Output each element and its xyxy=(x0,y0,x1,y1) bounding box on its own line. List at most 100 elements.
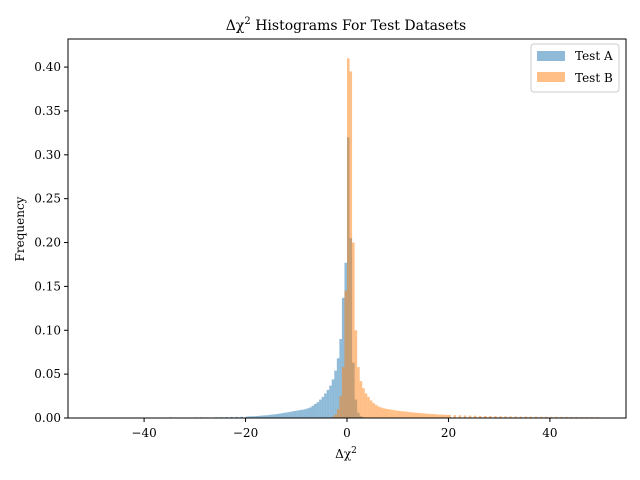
bar-test-a-28 xyxy=(275,413,279,418)
bar-test-b-60 xyxy=(514,416,517,418)
bar-test-a-29 xyxy=(278,413,282,418)
bar-test-a-51 xyxy=(334,370,337,419)
bar-test-a-21 xyxy=(258,415,261,418)
bar-test-b-15 xyxy=(367,396,370,418)
chart-title-suffix: Histograms For Test Datasets xyxy=(251,18,466,34)
bar-test-b-39 xyxy=(428,413,431,418)
bar-test-b-14 xyxy=(364,393,368,418)
x-tick-label-4: 40 xyxy=(542,426,557,440)
bar-test-b-30 xyxy=(405,411,408,418)
legend-swatch-test-b xyxy=(537,72,565,82)
bar-test-b-13 xyxy=(362,388,365,418)
bar-test-b-67 xyxy=(549,416,553,418)
chart-title-prefix: Δχ xyxy=(226,18,245,34)
bar-test-b-54 xyxy=(483,415,487,418)
bar-test-b-58 xyxy=(504,416,507,418)
legend-label-test-b: Test B xyxy=(575,71,613,85)
bar-test-b-41 xyxy=(433,414,436,418)
bar-test-b-25 xyxy=(392,410,396,418)
bar-test-a-19 xyxy=(253,416,256,418)
bar-test-b-52 xyxy=(473,415,477,418)
bar-test-a-45 xyxy=(319,399,322,418)
bar-test-b-63 xyxy=(529,416,533,418)
bar-test-b-44 xyxy=(440,414,444,418)
bar-test-a-15 xyxy=(240,416,244,418)
bar-test-a-34 xyxy=(291,411,294,418)
bar-test-a-17 xyxy=(248,416,251,418)
bar-test-b-27 xyxy=(397,410,401,418)
bar-test-a-20 xyxy=(255,416,259,418)
bar-test-a-38 xyxy=(301,409,304,418)
bar-test-b-5 xyxy=(341,367,345,418)
bar-test-b-53 xyxy=(478,415,482,418)
bar-test-b-7 xyxy=(347,58,350,419)
y-tick-label-7: 0.35 xyxy=(34,104,61,118)
bar-test-b-10 xyxy=(354,330,358,418)
bar-test-b-65 xyxy=(539,416,543,418)
bar-test-a-39 xyxy=(303,409,307,418)
bar-test-a-47 xyxy=(324,393,327,418)
x-tick-label-1: −20 xyxy=(233,426,258,440)
bar-test-b-43 xyxy=(438,414,441,418)
bar-test-a-49 xyxy=(329,385,332,418)
bar-test-a-43 xyxy=(314,403,317,418)
bar-test-a-37 xyxy=(298,410,302,418)
bar-test-a-23 xyxy=(263,415,266,418)
bar-test-a-44 xyxy=(316,402,320,418)
bar-test-b-23 xyxy=(387,409,391,418)
bar-test-a-24 xyxy=(265,415,269,418)
bar-test-a-16 xyxy=(245,416,249,418)
bar-test-b-22 xyxy=(385,408,388,418)
bar-test-a-40 xyxy=(306,408,309,418)
bar-test-b-56 xyxy=(494,416,497,418)
bar-test-b-51 xyxy=(468,415,472,418)
bar-test-b-70 xyxy=(565,416,568,418)
bar-test-a-52 xyxy=(336,358,340,418)
bar-test-a-46 xyxy=(321,396,325,418)
bar-test-a-50 xyxy=(331,379,335,418)
bar-test-a-54 xyxy=(341,297,345,418)
bar-test-a-33 xyxy=(288,411,292,418)
bar-test-b-69 xyxy=(560,416,563,418)
bar-test-b-42 xyxy=(435,414,439,418)
bar-test-b-21 xyxy=(382,408,386,418)
bar-test-b-17 xyxy=(372,403,375,418)
y-tick-label-5: 0.25 xyxy=(34,192,61,206)
bar-test-a-48 xyxy=(326,389,330,418)
bar-test-b-6 xyxy=(344,290,347,418)
y-axis-label: Frequency xyxy=(13,196,27,261)
bar-test-b-36 xyxy=(420,413,424,418)
bar-test-b-64 xyxy=(534,416,538,418)
bar-test-b-3 xyxy=(336,409,340,418)
bar-test-b-47 xyxy=(448,414,451,418)
bar-test-b-55 xyxy=(489,416,492,418)
chart-title-exponent: 2 xyxy=(244,16,250,27)
bar-test-b-48 xyxy=(453,415,457,418)
bar-test-b-9 xyxy=(352,242,355,418)
bar-test-a-13 xyxy=(230,416,233,418)
bar-test-a-25 xyxy=(268,414,271,418)
bar-test-b-38 xyxy=(425,413,429,418)
x-tick-label-3: 20 xyxy=(441,426,456,440)
x-axis-ticks: −40 −20 0 20 40 xyxy=(131,418,558,440)
bar-test-b-29 xyxy=(402,411,406,418)
bar-test-b-61 xyxy=(519,416,523,418)
y-tick-label-4: 0.20 xyxy=(34,236,61,250)
y-tick-label-2: 0.10 xyxy=(34,323,61,337)
bar-test-b-37 xyxy=(423,413,426,418)
x-axis-label-prefix: Δχ xyxy=(335,447,352,461)
bar-test-b-33 xyxy=(412,412,416,418)
bar-test-b-32 xyxy=(410,412,413,418)
bar-test-b-68 xyxy=(554,416,558,418)
bar-test-a-18 xyxy=(250,416,254,418)
plot-area xyxy=(118,58,599,419)
bar-test-a-35 xyxy=(293,410,297,418)
y-tick-label-1: 0.05 xyxy=(34,367,61,381)
bar-test-b-31 xyxy=(407,412,411,418)
bar-test-b-50 xyxy=(463,415,467,418)
bar-test-b-16 xyxy=(369,400,373,418)
bar-test-b-34 xyxy=(415,412,419,418)
bar-test-a-27 xyxy=(273,414,276,418)
bar-test-b-46 xyxy=(445,414,449,418)
bar-test-b-24 xyxy=(390,409,393,418)
